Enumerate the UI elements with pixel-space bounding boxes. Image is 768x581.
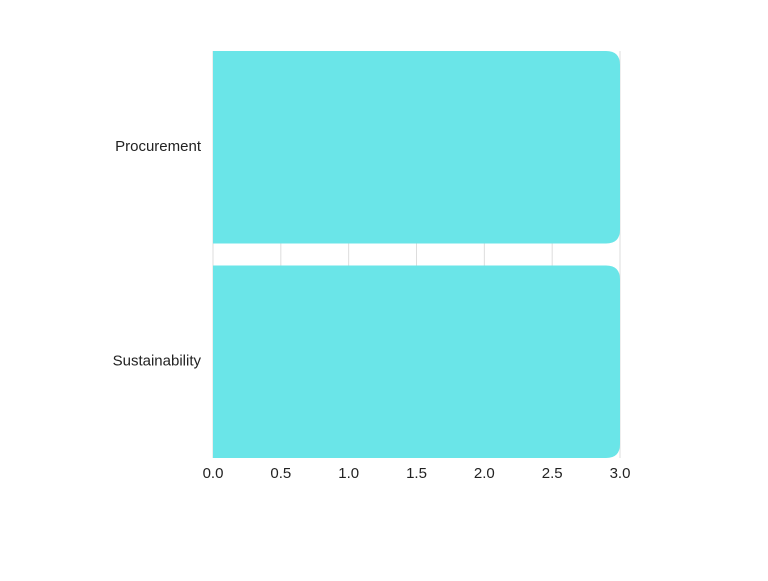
x-tick-label: 0.5 [270, 465, 291, 482]
x-tick-label: 3.0 [610, 465, 631, 482]
x-tick-label: 2.0 [474, 465, 495, 482]
bar-sustainability [213, 265, 620, 458]
x-tick-label: 2.5 [542, 465, 563, 482]
category-label: Procurement [115, 138, 202, 155]
bar-procurement [213, 51, 620, 244]
x-axis-tick-labels: 0.0 0.5 1.0 1.5 2.0 2.5 3.0 [203, 465, 631, 482]
x-tick-label: 0.0 [203, 465, 224, 482]
category-labels: Procurement Sustainability [113, 138, 202, 370]
category-label: Sustainability [113, 353, 202, 370]
x-tick-label: 1.5 [406, 465, 427, 482]
x-tick-label: 1.0 [338, 465, 359, 482]
bar-layer [213, 51, 620, 458]
